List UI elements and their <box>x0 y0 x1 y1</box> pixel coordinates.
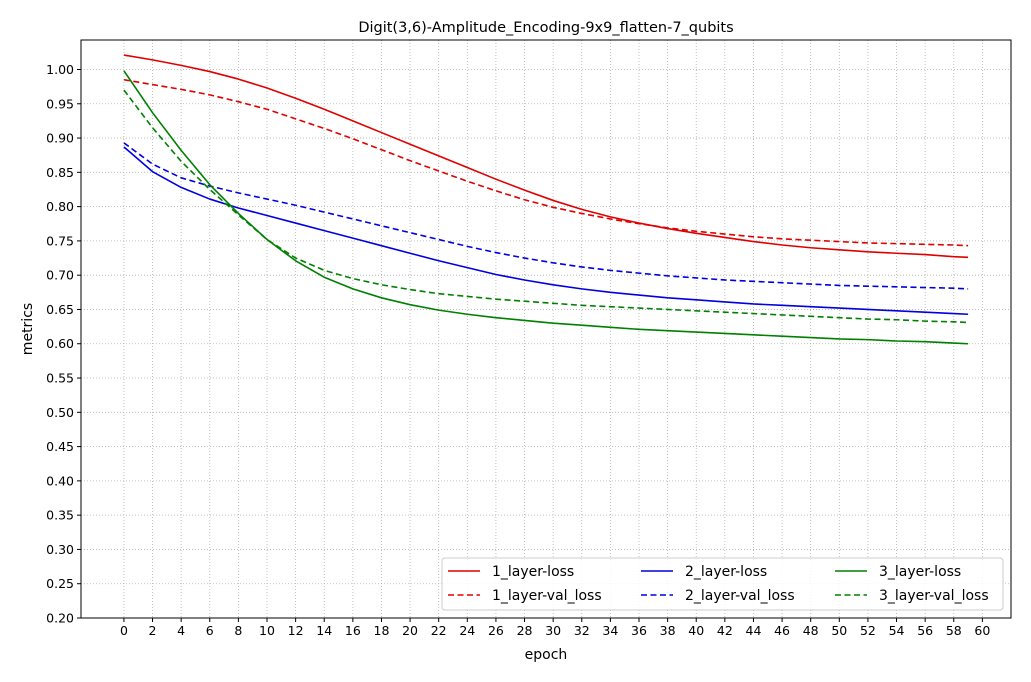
x-tick-label: 46 <box>774 623 790 638</box>
x-tick-label: 20 <box>402 623 418 638</box>
y-tick-label: 0.35 <box>46 508 74 523</box>
x-tick-label: 54 <box>889 623 905 638</box>
legend-label-3_layer-val_loss: 3_layer-val_loss <box>879 588 989 604</box>
y-tick-label: 0.25 <box>46 576 74 591</box>
y-tick-label: 0.45 <box>46 439 74 454</box>
y-tick-label: 0.50 <box>46 405 74 420</box>
x-tick-label: 22 <box>431 623 447 638</box>
y-tick-label: 0.85 <box>46 165 74 180</box>
ticks-layer: 0 2 4 6 8 10 12 14 16 18 20 22 24 26 28 30 32 34 36 38 40 42 4… <box>46 62 990 638</box>
x-tick-label: 14 <box>316 623 332 638</box>
series-line-1_layer-loss <box>123 54 969 259</box>
y-tick-label: 0.80 <box>46 199 74 214</box>
x-tick-label: 44 <box>746 623 762 638</box>
x-axis-label: epoch <box>525 647 568 663</box>
x-tick-label: 60 <box>974 623 990 638</box>
x-tick-label: 38 <box>660 623 676 638</box>
y-tick-label: 0.60 <box>46 336 74 351</box>
y-tick-label: 0.65 <box>46 302 74 317</box>
x-tick-label: 6 <box>206 623 214 638</box>
y-tick-label: 1.00 <box>46 62 74 77</box>
series-line-2_layer-val_loss <box>123 142 969 290</box>
x-tick-label: 58 <box>946 623 962 638</box>
x-tick-label: 24 <box>459 623 475 638</box>
y-tick-label: 0.95 <box>46 96 74 111</box>
x-tick-label: 30 <box>545 623 561 638</box>
chart-title: Digit(3,6)-Amplitude_Encoding-9x9_flatte… <box>358 20 733 36</box>
x-tick-label: 52 <box>860 623 876 638</box>
y-tick-label: 0.40 <box>46 473 74 488</box>
x-tick-label: 2 <box>149 623 157 638</box>
y-tick-label: 0.20 <box>46 611 74 626</box>
x-tick-label: 16 <box>345 623 361 638</box>
x-tick-label: 0 <box>120 623 128 638</box>
series-line-2_layer-loss <box>123 146 969 316</box>
x-tick-label: 48 <box>803 623 819 638</box>
y-tick-label: 0.90 <box>46 131 74 146</box>
legend-label-1_layer-loss: 1_layer-loss <box>492 564 574 580</box>
x-tick-label: 36 <box>631 623 647 638</box>
x-tick-label: 34 <box>602 623 618 638</box>
legend: 1_layer-loss 1_layer-val_loss 2_layer-loss… <box>441 557 1004 611</box>
plot-frame <box>80 39 1012 619</box>
series-layer <box>123 54 969 345</box>
x-tick-label: 40 <box>688 623 704 638</box>
x-tick-label: 56 <box>917 623 933 638</box>
series-line-3_layer-loss <box>123 70 969 345</box>
x-tick-label: 32 <box>574 623 590 638</box>
legend-label-2_layer-val_loss: 2_layer-val_loss <box>685 588 795 604</box>
y-tick-label: 0.55 <box>46 371 74 386</box>
x-tick-label: 8 <box>234 623 242 638</box>
y-tick-label: 0.70 <box>46 268 74 283</box>
x-tick-label: 28 <box>517 623 533 638</box>
legend-label-1_layer-val_loss: 1_layer-val_loss <box>492 588 602 604</box>
x-tick-label: 42 <box>717 623 733 638</box>
x-tick-label: 10 <box>259 623 275 638</box>
x-tick-label: 4 <box>177 623 185 638</box>
y-tick-label: 0.75 <box>46 233 74 248</box>
legend-label-2_layer-loss: 2_layer-loss <box>685 564 767 580</box>
legend-label-3_layer-loss: 3_layer-loss <box>879 564 961 580</box>
x-tick-label: 50 <box>831 623 847 638</box>
x-tick-label: 26 <box>488 623 504 638</box>
series-line-1_layer-val_loss <box>123 78 969 247</box>
y-tick-label: 0.30 <box>46 542 74 557</box>
series-line-3_layer-val_loss <box>123 89 969 324</box>
x-tick-label: 12 <box>288 623 304 638</box>
y-axis-label: metrics <box>20 303 36 355</box>
x-tick-label: 18 <box>374 623 390 638</box>
